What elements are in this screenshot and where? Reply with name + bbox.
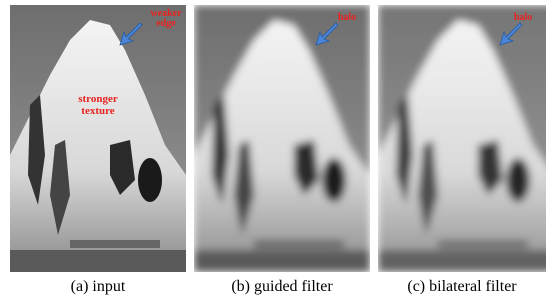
annotation: halo xyxy=(508,13,538,23)
caption: (b) guided filter xyxy=(194,278,370,296)
input-image xyxy=(10,5,186,272)
bilateral-image xyxy=(378,5,546,272)
panel-guided: halo xyxy=(194,5,370,272)
panel-bilateral: halo xyxy=(378,5,546,272)
annotation: stronger texture xyxy=(68,93,128,117)
annotation: halo xyxy=(332,13,362,23)
caption: (a) input xyxy=(10,278,186,296)
panel-input: weaker edge stronger texture xyxy=(10,5,186,272)
figure: weaker edge stronger texture halo halo (… xyxy=(0,0,546,300)
annotation: weaker edge xyxy=(148,9,184,29)
caption: (c) bilateral filter xyxy=(378,278,546,296)
guided-image xyxy=(194,5,370,272)
